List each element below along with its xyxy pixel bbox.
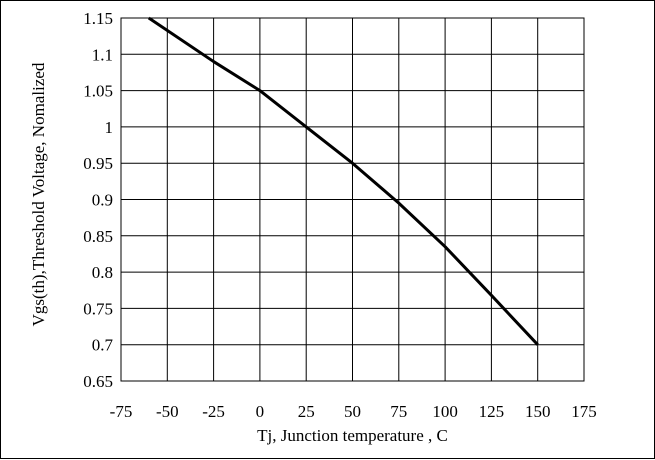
y-tick-label: 1.15 (83, 9, 113, 28)
y-tick-label: 0.85 (83, 227, 113, 246)
y-tick-label: 1.1 (92, 45, 113, 64)
x-axis-label: Tj, Junction temperature , C (257, 426, 448, 445)
y-axis-label: Vgs(th),Threshold Voltage, Nomalized (29, 62, 48, 326)
y-tick-label: 0.9 (92, 191, 113, 210)
y-tick-label: 0.65 (83, 372, 113, 391)
x-tick-label: -50 (156, 402, 179, 421)
x-axis-ticks: -75 -50 -25 0 25 50 75 100 125 150 175 (110, 402, 597, 421)
x-tick-label: 0 (256, 402, 265, 421)
x-tick-label: -75 (110, 402, 133, 421)
plot-area (120, 17, 585, 382)
y-tick-label: 0.95 (83, 154, 113, 173)
series-line (147, 16, 539, 346)
y-tick-label: 0.7 (92, 336, 114, 355)
grid (120, 17, 585, 382)
x-tick-label: 50 (344, 402, 361, 421)
series-group (147, 16, 539, 346)
x-tick-label: -25 (202, 402, 225, 421)
x-tick-label: 150 (525, 402, 551, 421)
x-tick-label: 100 (432, 402, 458, 421)
x-tick-label: 175 (571, 402, 597, 421)
y-tick-label: 1.05 (83, 82, 113, 101)
y-tick-label: 1 (105, 118, 114, 137)
y-axis-ticks: 0.65 0.7 0.75 0.8 0.85 0.9 0.95 1 1.05 1.1 1.15 (83, 9, 113, 391)
x-tick-label: 125 (479, 402, 505, 421)
x-tick-label: 25 (298, 402, 315, 421)
y-tick-label: 0.75 (83, 299, 113, 318)
y-tick-label: 0.8 (92, 263, 113, 282)
x-tick-label: 75 (390, 402, 407, 421)
